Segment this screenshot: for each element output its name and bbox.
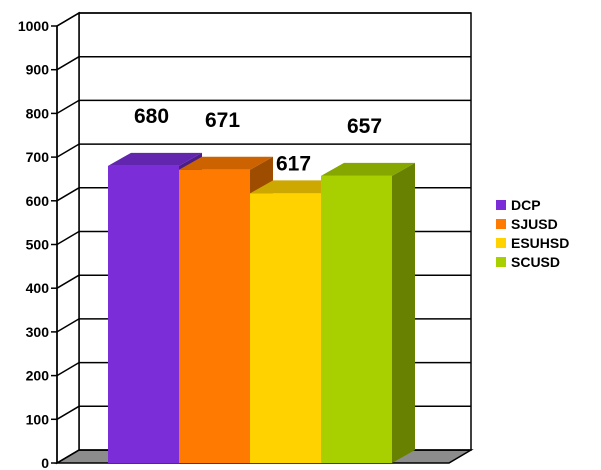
y-tick-label: 900: [26, 62, 50, 78]
gridline-side: [56, 274, 80, 289]
y-tick-label: 200: [26, 368, 50, 384]
y-tick-label: 300: [26, 324, 50, 340]
data-label-scusd: 657: [347, 115, 382, 138]
bar-top: [179, 156, 273, 170]
y-tick-label: 400: [26, 280, 50, 296]
legend-swatch-esuhsd: [496, 238, 506, 248]
legend-label-scusd: SCUSD: [511, 254, 560, 270]
legend-swatch-sjusd: [496, 219, 506, 229]
bar-front: [321, 175, 392, 464]
y-tick-label: 0: [41, 455, 49, 470]
y-tick-label: 600: [26, 193, 50, 209]
y-tick-label: 1000: [18, 18, 49, 34]
data-label-sjusd: 671: [205, 109, 240, 132]
gridline-side: [56, 405, 80, 420]
bar-top: [108, 152, 202, 166]
gridline-side: [56, 143, 80, 158]
gridline-side: [56, 187, 80, 202]
gridline-side: [56, 12, 80, 27]
bars: [108, 152, 415, 464]
y-tick-label: 500: [26, 237, 50, 253]
gridline-side: [56, 318, 80, 333]
y-axis: 0 100 200 300 400 500 600 700 800 900 1000: [18, 18, 58, 470]
gridline-side: [56, 361, 80, 377]
data-label-dcp: 680: [134, 105, 169, 128]
bar-front: [179, 169, 250, 463]
bar-front: [108, 165, 179, 463]
bar-front: [250, 193, 321, 463]
bar-scusd: [321, 162, 415, 464]
legend: DCP SJUSD ESUHSD SCUSD: [496, 197, 569, 270]
legend-label-esuhsd: ESUHSD: [511, 235, 569, 251]
y-tick-label: 700: [26, 149, 50, 165]
bar-side: [392, 162, 415, 464]
data-labels: 680 671 617 657: [134, 105, 382, 176]
gridline-side: [56, 230, 80, 246]
gridline-side: [56, 56, 80, 71]
y-tick-label: 100: [26, 411, 50, 427]
bar-top: [321, 162, 415, 176]
legend-label-sjusd: SJUSD: [511, 216, 558, 232]
gridline-side: [56, 99, 80, 115]
gridline-side: [56, 449, 80, 464]
bar-top: [250, 180, 344, 194]
legend-swatch-scusd: [496, 257, 506, 267]
legend-swatch-dcp: [496, 200, 506, 210]
data-label-esuhsd: 617: [276, 152, 311, 175]
legend-label-dcp: DCP: [511, 197, 541, 213]
y-tick-label: 800: [26, 105, 50, 121]
